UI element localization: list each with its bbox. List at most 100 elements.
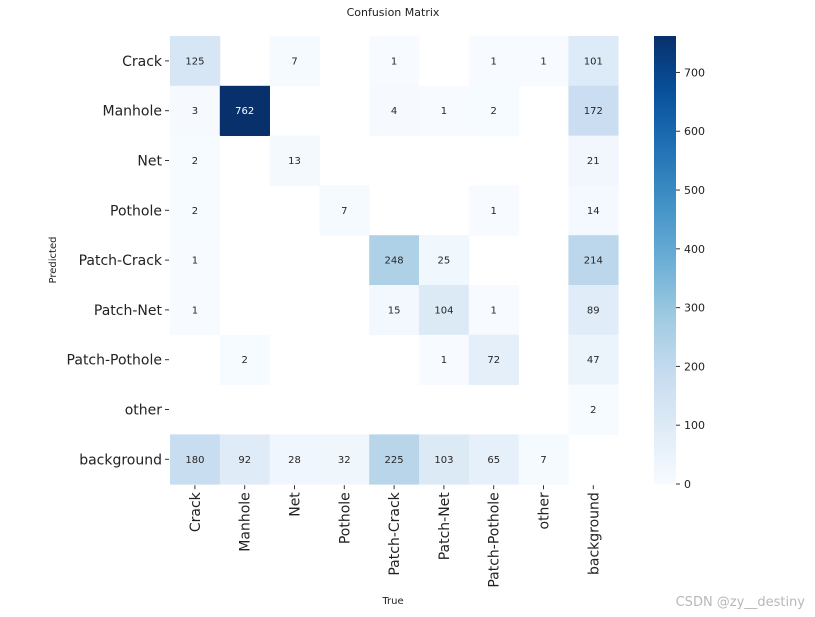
heatmap-cell (419, 235, 470, 286)
heatmap-cell (170, 235, 221, 286)
cell-value-label: 72 (487, 355, 500, 366)
heatmap-cell (518, 36, 569, 87)
heatmap-cell (568, 85, 619, 136)
cell-value-label: 214 (584, 256, 603, 267)
row-tick-label: Net (137, 154, 162, 170)
cell-value-label: 101 (584, 56, 603, 67)
colorbar-tick-label: 600 (684, 125, 705, 138)
cell-value-label: 172 (584, 106, 603, 117)
heatmap-cell (468, 185, 519, 236)
cell-value-label: 89 (587, 305, 600, 316)
heatmap-cell (568, 36, 619, 87)
cell-value-label: 1 (491, 305, 497, 316)
cell-value-label: 2 (192, 156, 198, 167)
cell-value-label: 28 (288, 455, 301, 466)
cell-value-label: 180 (185, 455, 204, 466)
cell-value-label: 1 (540, 56, 546, 67)
heatmap-cell (319, 185, 370, 236)
cell-value-label: 248 (385, 256, 404, 267)
cell-value-label: 13 (288, 156, 301, 167)
heatmap-cell (419, 434, 470, 485)
heatmap-cell (170, 185, 221, 236)
cell-value-label: 7 (291, 56, 297, 67)
colorbar-tick-label: 200 (684, 360, 705, 373)
colorbar-ticks: 0 100 200 300 400 500 600 700 (676, 66, 705, 491)
row-tick-label: Pothole (110, 203, 162, 219)
row-tick-label: Patch-Net (94, 303, 163, 319)
colorbar-tick-label: 700 (684, 66, 705, 79)
column-tick-label: Pothole (337, 492, 353, 544)
heatmap-cell (568, 235, 619, 286)
cell-value-label: 92 (238, 455, 251, 466)
heatmap-cell (369, 85, 420, 136)
cell-value-label: 103 (434, 455, 453, 466)
cell-value-label: 1 (441, 106, 447, 117)
heatmap-cell (568, 384, 619, 435)
cell-value-label: 15 (388, 305, 401, 316)
heatmap-cell (419, 334, 470, 385)
row-labels: Crack Manhole Net Pothole Patch-Crack Patch-N… (67, 54, 169, 468)
heatmap-cell (468, 434, 519, 485)
heatmap-cell (170, 36, 221, 87)
cell-value-label: 225 (385, 455, 404, 466)
cell-value-label: 1 (491, 56, 497, 67)
watermark-text: CSDN @zy__destiny (676, 595, 806, 610)
heatmap-cell (170, 434, 221, 485)
cell-value-label: 104 (434, 305, 453, 316)
cell-value-label: 25 (438, 256, 451, 267)
heatmap-cell (568, 185, 619, 236)
heatmap-cell (419, 85, 470, 136)
cell-value-label: 65 (487, 455, 500, 466)
row-tick-label: Patch-Crack (79, 253, 163, 269)
column-tick-label: Net (288, 492, 304, 517)
column-tick-label: Patch-Pothole (487, 492, 503, 587)
cell-value-label: 2 (590, 405, 596, 416)
y-axis-title: Predicted (48, 237, 59, 284)
heatmap-cell (419, 285, 470, 336)
x-axis-title: True (381, 596, 403, 607)
heatmap-cell (269, 36, 320, 87)
heatmap-cell (468, 334, 519, 385)
row-tick-label: Manhole (103, 104, 162, 120)
cell-value-label: 1 (491, 206, 497, 217)
heatmap-cell (269, 434, 320, 485)
heatmap-cell (219, 334, 270, 385)
cell-value-label: 2 (491, 106, 497, 117)
heatmap-cell (170, 85, 221, 136)
heatmap-cell (369, 285, 420, 336)
column-tick-label: background (586, 492, 602, 575)
heatmap-cell (468, 36, 519, 87)
cell-value-label: 4 (391, 106, 397, 117)
heatmap-cell (219, 85, 270, 136)
heatmap-cell (369, 434, 420, 485)
column-tick-label: Patch-Net (437, 492, 453, 561)
colorbar-tick-label: 500 (684, 184, 705, 197)
heatmap-cell (568, 334, 619, 385)
colorbar-tick-label: 100 (684, 419, 705, 432)
cell-value-label: 14 (587, 206, 600, 217)
cell-value-label: 1 (391, 56, 397, 67)
colorbar-tick-label: 300 (684, 302, 705, 315)
cell-value-label: 7 (540, 455, 546, 466)
heatmap-cell (269, 135, 320, 186)
row-tick-label: other (125, 403, 163, 419)
cell-value-label: 125 (185, 56, 204, 67)
column-tick-label: Patch-Crack (387, 491, 403, 575)
heatmap-cell (468, 85, 519, 136)
heatmap-cell (369, 36, 420, 87)
column-tick-label: Manhole (238, 492, 254, 551)
column-labels: Crack Manhole Net Pothole Patch-Crack Patch-N… (188, 485, 602, 588)
heatmap-cell (170, 135, 221, 186)
cell-value-label: 47 (587, 355, 600, 366)
cell-value-label: 7 (341, 206, 347, 217)
cell-value-label: 2 (192, 206, 198, 217)
column-tick-label: Crack (188, 491, 204, 532)
chart-title: Confusion Matrix (347, 6, 440, 19)
cell-value-label: 2 (242, 355, 248, 366)
colorbar-tick-label: 400 (684, 243, 705, 256)
heatmap-cell (568, 285, 619, 336)
row-tick-label: Patch-Pothole (67, 353, 162, 369)
cell-value-label: 1 (192, 256, 198, 267)
